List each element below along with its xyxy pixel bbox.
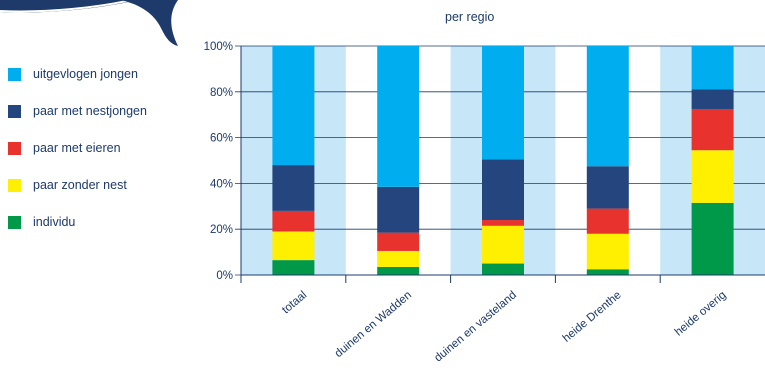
bar-segment xyxy=(272,260,315,275)
legend-item: paar met nestjongen xyxy=(8,101,147,121)
bar-segment xyxy=(377,46,420,187)
legend-item: paar met eieren xyxy=(8,138,147,158)
bar-segment xyxy=(691,150,734,203)
bar-segment xyxy=(586,269,629,275)
x-tick-label: totaal xyxy=(280,289,309,316)
bar-segment xyxy=(586,233,629,270)
x-tick-labels: totaal duinen en Wadden duinen en vastelan… xyxy=(280,289,728,364)
bar-segment xyxy=(377,232,420,251)
bar-segment xyxy=(272,231,315,261)
axes xyxy=(240,46,765,283)
y-tick-label: 80% xyxy=(210,87,233,99)
bar-segment xyxy=(691,202,734,275)
x-tick-label: duinen en vasteland xyxy=(432,289,519,364)
legend-label: paar zonder nest xyxy=(33,178,127,192)
x-tick-label: heide Drenthe xyxy=(561,289,624,345)
y-tick-labels: 0% 20% 40% 60% 80% 100% xyxy=(204,41,233,282)
bar-segment xyxy=(377,250,420,267)
bar-segment xyxy=(482,225,524,264)
bar-segment xyxy=(272,210,315,232)
y-tick-label: 100% xyxy=(204,41,233,53)
y-tick-label: 20% xyxy=(210,224,233,236)
bar-segment xyxy=(691,108,734,151)
legend-item: uitgevlogen jongen xyxy=(8,64,147,84)
legend-label: uitgevlogen jongen xyxy=(33,67,138,81)
legend-item: individu xyxy=(8,212,147,232)
bar-segment xyxy=(482,159,524,221)
legend-item: paar zonder nest xyxy=(8,175,147,195)
legend-swatch xyxy=(8,178,21,192)
bar-segment xyxy=(482,46,524,160)
bar-segment xyxy=(377,186,420,233)
x-tick-label: heide overig xyxy=(673,289,729,338)
legend-swatch xyxy=(8,215,21,229)
y-tick-label: 60% xyxy=(210,133,233,145)
bar-segment xyxy=(482,263,524,275)
legend-swatch xyxy=(8,67,21,81)
bar-segment xyxy=(272,165,315,211)
bar-segment xyxy=(377,266,420,275)
bar-segment xyxy=(272,46,315,166)
bar-segment xyxy=(586,166,629,209)
bars xyxy=(272,46,734,275)
legend-swatch xyxy=(8,104,21,118)
legend-swatch xyxy=(8,141,21,155)
legend: uitgevlogen jongen paar met nestjongen paa… xyxy=(8,64,147,249)
chart-title: per regio xyxy=(445,10,495,24)
y-tick-label: 40% xyxy=(210,178,233,190)
bar-segment xyxy=(691,89,734,109)
legend-label: individu xyxy=(33,215,76,229)
bird-logo-icon xyxy=(0,0,178,46)
bar-segment xyxy=(691,46,734,90)
y-tick-label: 0% xyxy=(216,270,233,282)
bar-segment xyxy=(586,208,629,234)
bar-segment xyxy=(586,46,629,167)
bar-segment xyxy=(482,220,524,226)
x-tick-label: duinen en Wadden xyxy=(333,289,414,360)
legend-label: paar met eieren xyxy=(33,141,121,155)
legend-label: paar met nestjongen xyxy=(33,104,147,118)
